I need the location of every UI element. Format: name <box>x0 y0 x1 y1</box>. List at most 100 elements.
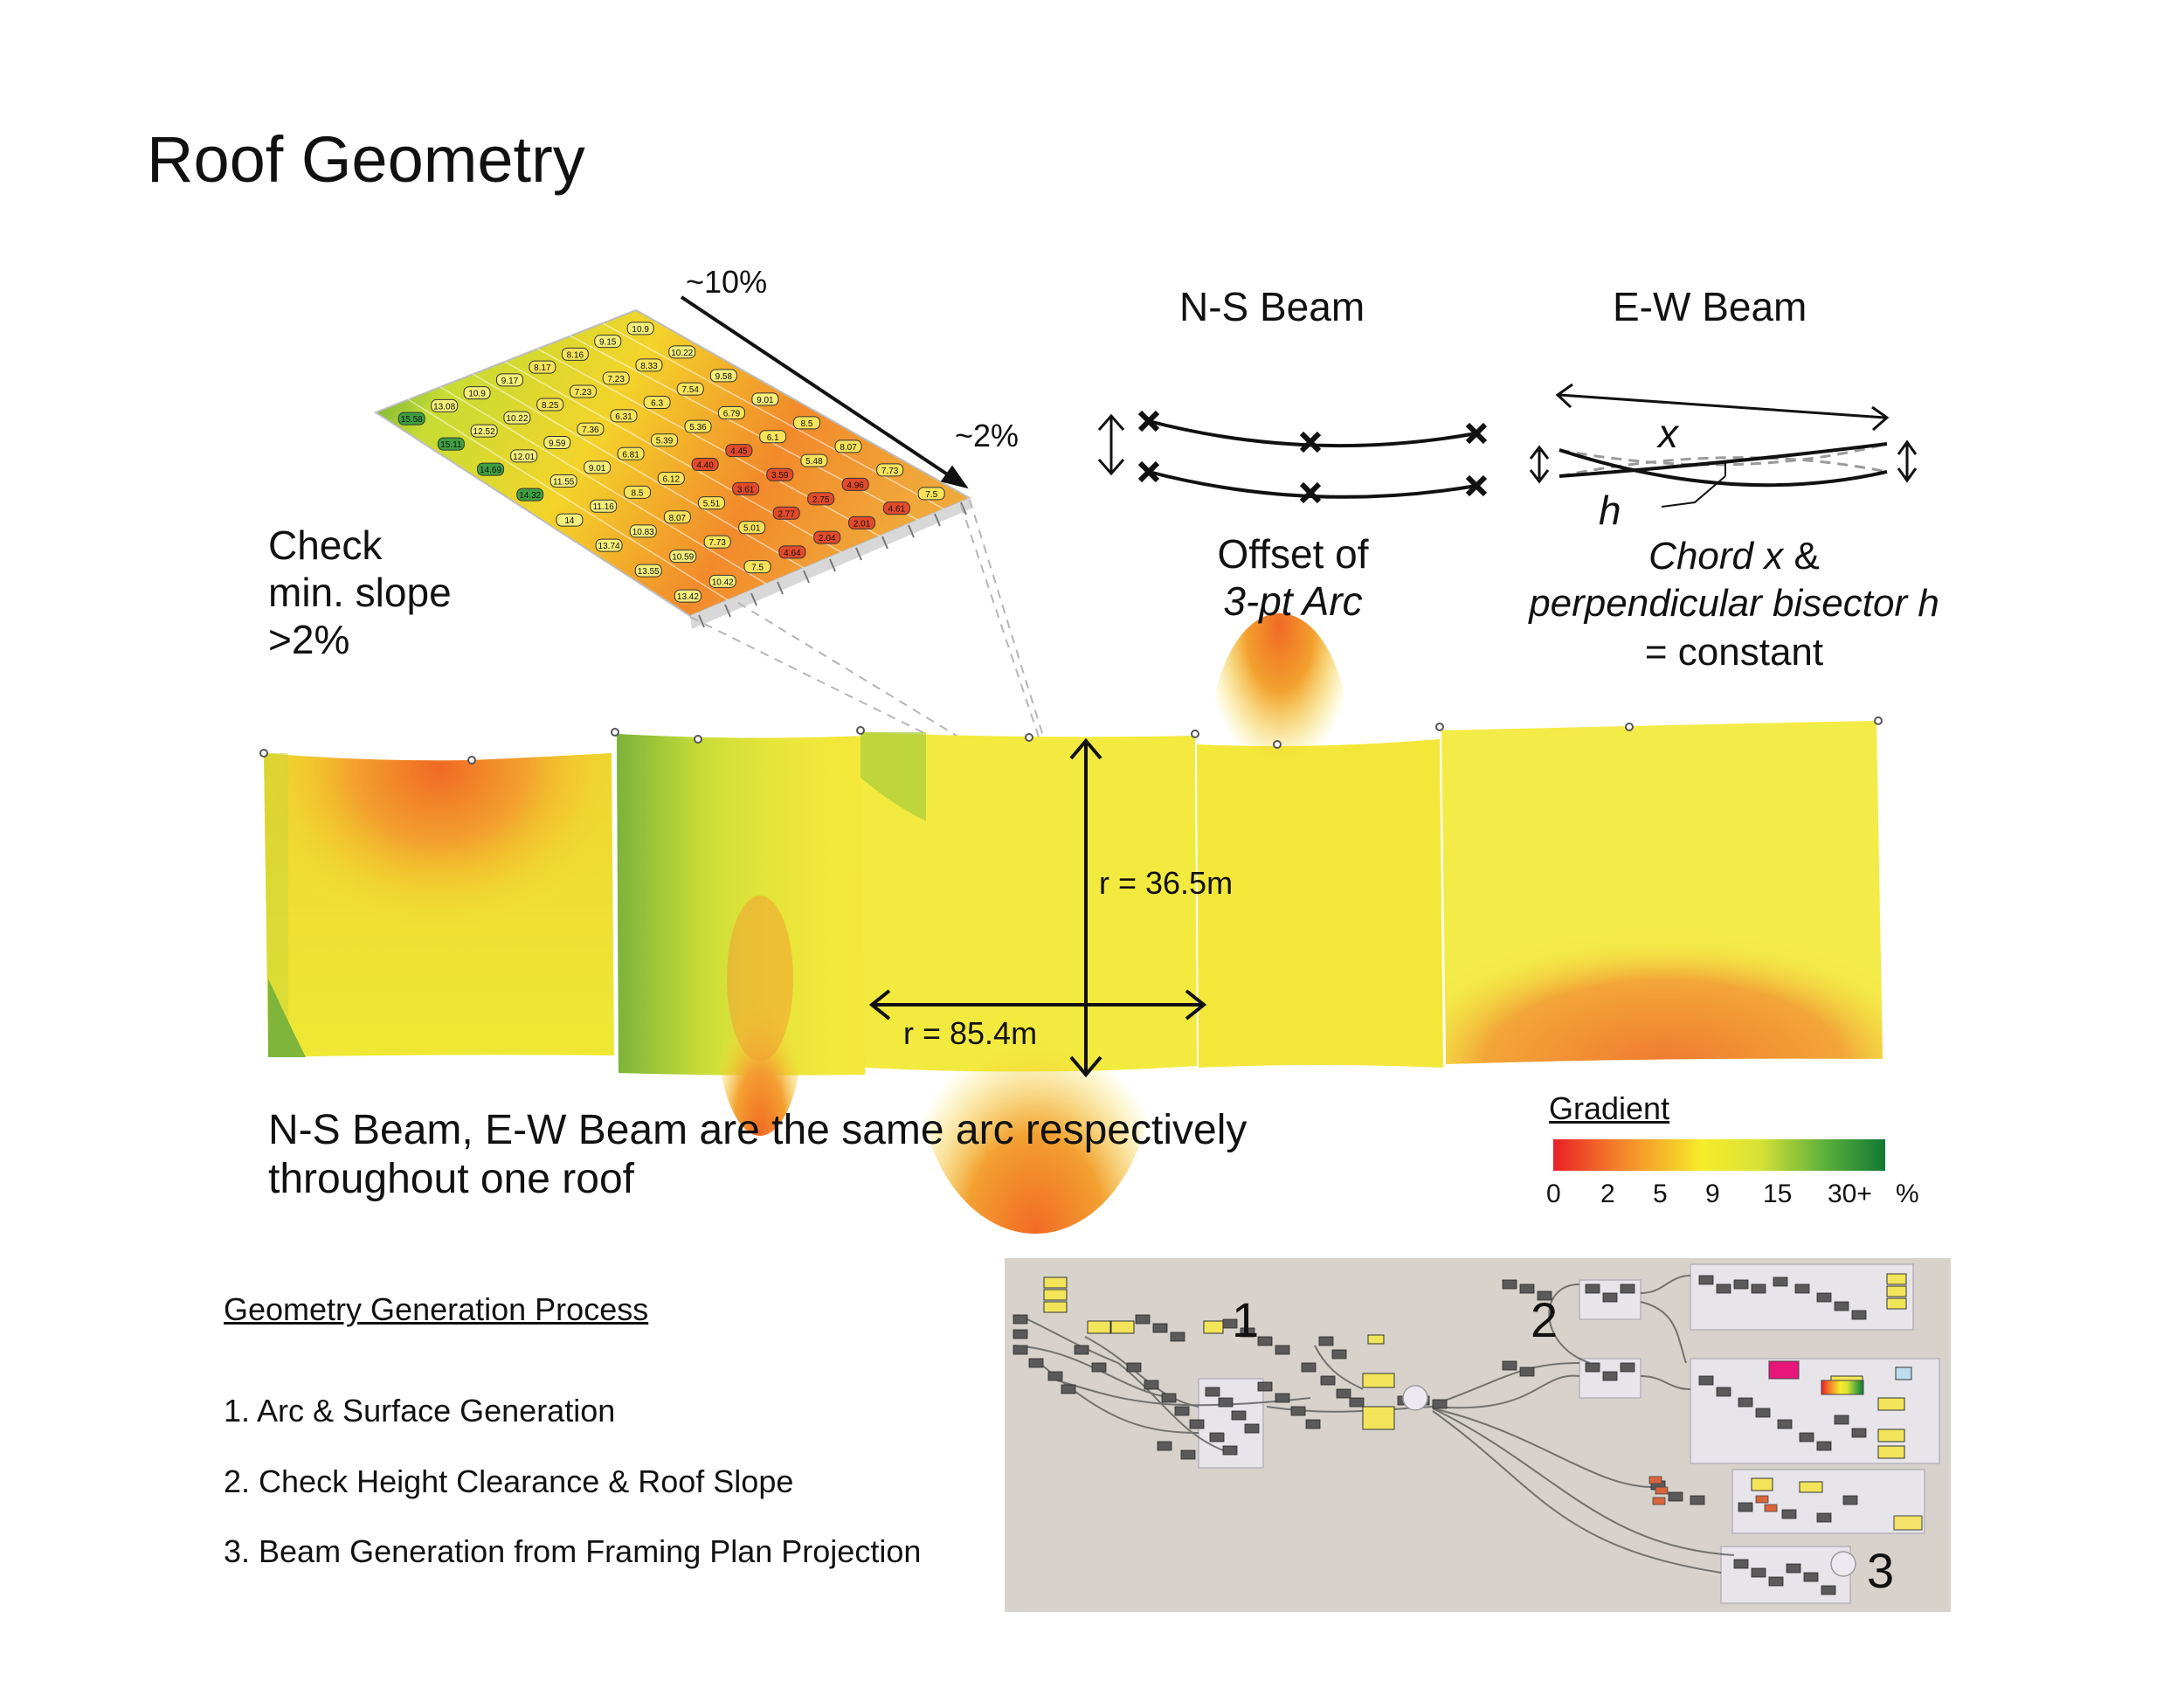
cell-value-tag: 3.61 <box>732 481 760 495</box>
ns-beam-caption-line2: 3-pt Arc <box>1223 578 1363 624</box>
script-panel-component <box>1755 1495 1769 1504</box>
script-panel-node <box>1895 1366 1912 1380</box>
script-panel-component <box>1816 1292 1832 1303</box>
cell-value-tag: 5.51 <box>697 496 725 510</box>
cell-value-text: 2.04 <box>819 534 836 543</box>
page-title: Roof Geometry <box>147 123 585 196</box>
cell-value-text: 4.64 <box>784 549 801 558</box>
script-panel-component <box>1698 1375 1714 1386</box>
cell-value-tag: 2.77 <box>772 506 800 520</box>
cell-value-text: 4.40 <box>696 461 714 471</box>
cell-value-tag: 14 <box>556 513 584 527</box>
cell-value-tag: 4.64 <box>778 545 806 559</box>
legend-tick: 9 <box>1705 1180 1720 1208</box>
script-panel-component <box>1222 1318 1238 1329</box>
legend-tick: 5 <box>1653 1180 1668 1208</box>
cell-value-text: 3.59 <box>771 471 789 481</box>
script-panel-component <box>1074 1345 1089 1355</box>
script-panel-component <box>1821 1585 1836 1595</box>
script-panel-component <box>1751 1567 1766 1578</box>
cell-value-text: 6.81 <box>622 450 639 460</box>
script-panel-component <box>1834 1301 1849 1311</box>
script-panel-component <box>1205 1387 1220 1397</box>
cell-value-tag: 5.39 <box>651 433 679 447</box>
cell-value-tag: 6.81 <box>617 446 645 460</box>
cell-value-tag: 2.04 <box>813 530 841 544</box>
script-panel-component <box>1320 1375 1336 1386</box>
roof-panel-3 <box>860 732 1197 1234</box>
ew-beam-diagram <box>1529 383 1918 508</box>
script-panel-component <box>1336 1388 1351 1399</box>
cell-value-text: 9.59 <box>549 439 566 448</box>
cell-value-text: 6.1 <box>767 433 779 443</box>
script-panel-component <box>1652 1497 1666 1505</box>
script-panel-component <box>1135 1314 1151 1325</box>
cell-value-tag: 7.73 <box>876 463 904 477</box>
script-panel-component <box>1244 1423 1260 1434</box>
script-panel-node <box>1877 1429 1905 1442</box>
script-panel-component <box>1716 1387 1731 1397</box>
script-panel-component <box>1794 1283 1810 1294</box>
slope-label-10: ~10% <box>686 264 768 300</box>
cell-value-text: 9.01 <box>589 464 606 474</box>
script-panel-component <box>1698 1275 1714 1285</box>
cell-value-tag: 6.12 <box>657 471 685 485</box>
legend-tick: 30+ <box>1828 1180 1872 1208</box>
ew-caption-line3: = constant <box>1644 631 1824 674</box>
cell-value-tag: 6.3 <box>643 396 671 410</box>
cell-value-text: 5.39 <box>656 437 674 446</box>
cell-value-tag: 10.59 <box>669 550 697 564</box>
legend-ticks: 0 2 5 9 15 30+ % <box>1546 1180 1919 1214</box>
cell-value-tag: 8.07 <box>663 510 691 524</box>
script-panel-component <box>1733 1279 1749 1290</box>
script-panel-component <box>1028 1358 1044 1368</box>
script-panel-component <box>1803 1572 1819 1582</box>
cell-value-tag: 9.58 <box>709 369 737 383</box>
cell-value-tag: 7.23 <box>569 384 597 398</box>
script-panel-component <box>1331 1349 1347 1359</box>
cell-value-tag: 11.55 <box>549 474 577 488</box>
ns-offset-arrow <box>1097 413 1125 476</box>
cell-value-text: 10.83 <box>632 528 654 537</box>
cell-value-text: 10.22 <box>671 349 693 358</box>
script-panel-component <box>1716 1283 1731 1294</box>
script-panel-component <box>1161 1393 1177 1403</box>
radius-arrows <box>868 737 1207 1078</box>
cell-value-tag: 5.48 <box>800 453 828 467</box>
script-panel-component <box>1738 1502 1753 1512</box>
script-panel-component <box>1602 1292 1618 1303</box>
cell-value-tag: 6.79 <box>717 405 745 419</box>
script-panel-component <box>1764 1504 1778 1512</box>
script-panel-node <box>1877 1445 1905 1459</box>
script-panel-component <box>1231 1410 1247 1421</box>
script-panel-component <box>1816 1512 1832 1523</box>
roof-panel-5 <box>1441 721 1883 1064</box>
legend-title: Gradient <box>1549 1090 1670 1126</box>
cell-value-tag: 13.74 <box>595 538 623 552</box>
ew-caption-line2: perpendicular bisector h <box>1529 582 1939 625</box>
cell-value-text: 7.54 <box>681 385 699 395</box>
script-panel-node <box>1886 1273 1907 1285</box>
cell-value-text: 8.5 <box>801 419 813 429</box>
script-panel-component <box>1152 1323 1168 1333</box>
cell-value-text: 6.12 <box>663 474 681 484</box>
cell-value-text: 9.01 <box>757 396 774 405</box>
cell-value-tag: 8.5 <box>792 416 820 430</box>
process-step-3: 3. Beam Generation from Framing Plan Pro… <box>224 1533 922 1569</box>
script-panel-component <box>1620 1362 1635 1373</box>
cell-value-text: 5.36 <box>689 423 707 432</box>
cell-value-tag: 6.31 <box>610 409 638 423</box>
script-panel-component <box>1209 1432 1225 1442</box>
cell-value-text: 12.52 <box>473 427 495 437</box>
script-panel-component <box>1620 1283 1635 1294</box>
cell-value-text: 15.58 <box>401 415 423 425</box>
cell-value-text: 8.33 <box>640 362 658 371</box>
ns-beam-title: N-S Beam <box>1179 284 1365 329</box>
script-panel-node <box>1110 1320 1135 1334</box>
script-panel-component <box>1275 1393 1290 1403</box>
script-panel-component <box>1537 1290 1552 1301</box>
script-panel-component <box>1834 1415 1849 1425</box>
cell-value-text: 15.11 <box>440 440 462 450</box>
script-panel-component <box>1301 1362 1317 1373</box>
cell-value-text: 5.48 <box>805 457 823 467</box>
